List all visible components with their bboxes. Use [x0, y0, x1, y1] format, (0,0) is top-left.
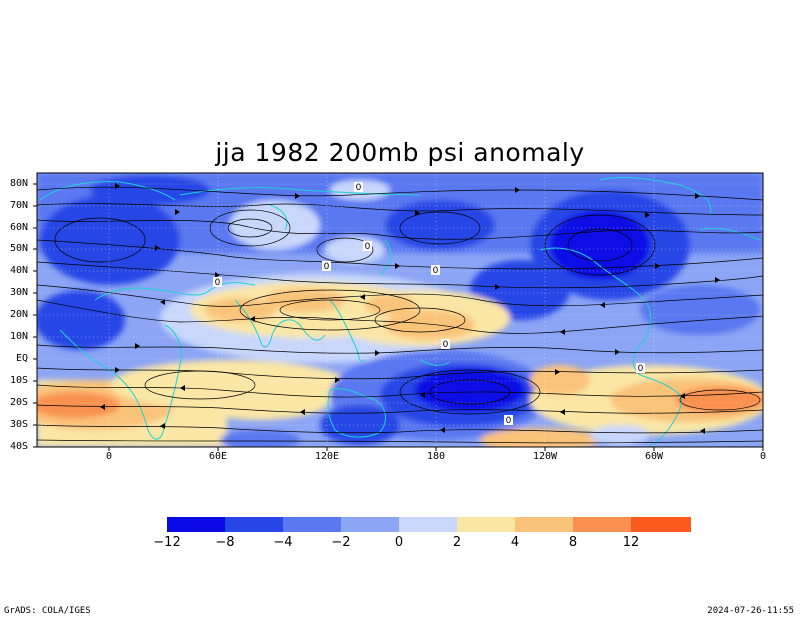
lat-label-30n: 30N — [10, 287, 29, 298]
grid-lines — [37, 173, 763, 447]
lon-label-60w: 60W — [645, 451, 664, 462]
colorbar-label-minus8: −8 — [215, 535, 235, 550]
svg-text:0: 0 — [356, 183, 362, 193]
lat-label-20s: 20S — [10, 397, 29, 408]
grads-credit: GrADS: COLA/IGES — [4, 606, 91, 616]
svg-text:0: 0 — [433, 266, 439, 276]
lat-label-eq: EQ — [16, 353, 29, 364]
colorbar-label-8: 8 — [568, 535, 578, 550]
colorbar-swatch-3 — [341, 517, 399, 532]
colorbar-swatch-6 — [515, 517, 573, 532]
lat-label-50n: 50N — [10, 243, 29, 254]
colorbar-label-4: 4 — [510, 535, 520, 550]
lon-label-0: 0 — [106, 451, 113, 462]
colorbar-label-minus4: −4 — [273, 535, 293, 550]
colorbar-swatch-5 — [457, 517, 515, 532]
coastlines — [39, 177, 761, 447]
lat-label-30s: 30S — [10, 419, 29, 430]
lat-label-60n: 60N — [10, 222, 29, 233]
axis-ticks — [33, 183, 764, 451]
lon-label-0-east: 0 — [760, 451, 767, 462]
lat-label-10s: 10S — [10, 375, 29, 386]
svg-text:0: 0 — [324, 262, 330, 272]
colorbar-swatch-1 — [225, 517, 283, 532]
lat-label-20n: 20N — [10, 309, 29, 320]
svg-text:0: 0 — [443, 340, 449, 350]
lon-label-120w: 120W — [533, 451, 558, 462]
colorbar-label-minus2: −2 — [331, 535, 351, 550]
streamline-arrows — [100, 183, 720, 434]
map-frame — [36, 172, 764, 448]
map-title: jja 1982 200mb psi anomaly — [215, 138, 585, 167]
colorbar-swatch-2 — [283, 517, 341, 532]
svg-text:0: 0 — [638, 364, 644, 374]
colorbar-label-0: 0 — [394, 535, 404, 550]
colorbar-label-minus12: −12 — [153, 535, 181, 550]
colorbar-label-12: 12 — [622, 535, 640, 550]
colorbar-label-2: 2 — [452, 535, 462, 550]
lat-label-10n: 10N — [10, 331, 29, 342]
lat-label-70n: 70N — [10, 200, 29, 211]
lat-label-40n: 40N — [10, 265, 29, 276]
colorbar-swatch-8 — [631, 517, 691, 532]
colorbar — [167, 517, 691, 532]
lat-label-80n: 80N — [10, 178, 29, 189]
svg-text:0: 0 — [215, 278, 221, 288]
lon-label-180: 180 — [427, 451, 446, 462]
svg-text:0: 0 — [365, 242, 371, 252]
lat-label-40s: 40S — [10, 441, 29, 452]
colorbar-swatch-0 — [167, 517, 225, 532]
lon-label-60e: 60E — [209, 451, 228, 462]
contour-labels: 0 0 0 0 0 0 0 0 — [213, 182, 645, 426]
colorbar-swatch-4 — [399, 517, 457, 532]
svg-text:0: 0 — [506, 416, 512, 426]
colorbar-swatch-7 — [573, 517, 631, 532]
timestamp: 2024-07-26-11:55 — [707, 606, 794, 616]
lon-label-120e: 120E — [315, 451, 340, 462]
